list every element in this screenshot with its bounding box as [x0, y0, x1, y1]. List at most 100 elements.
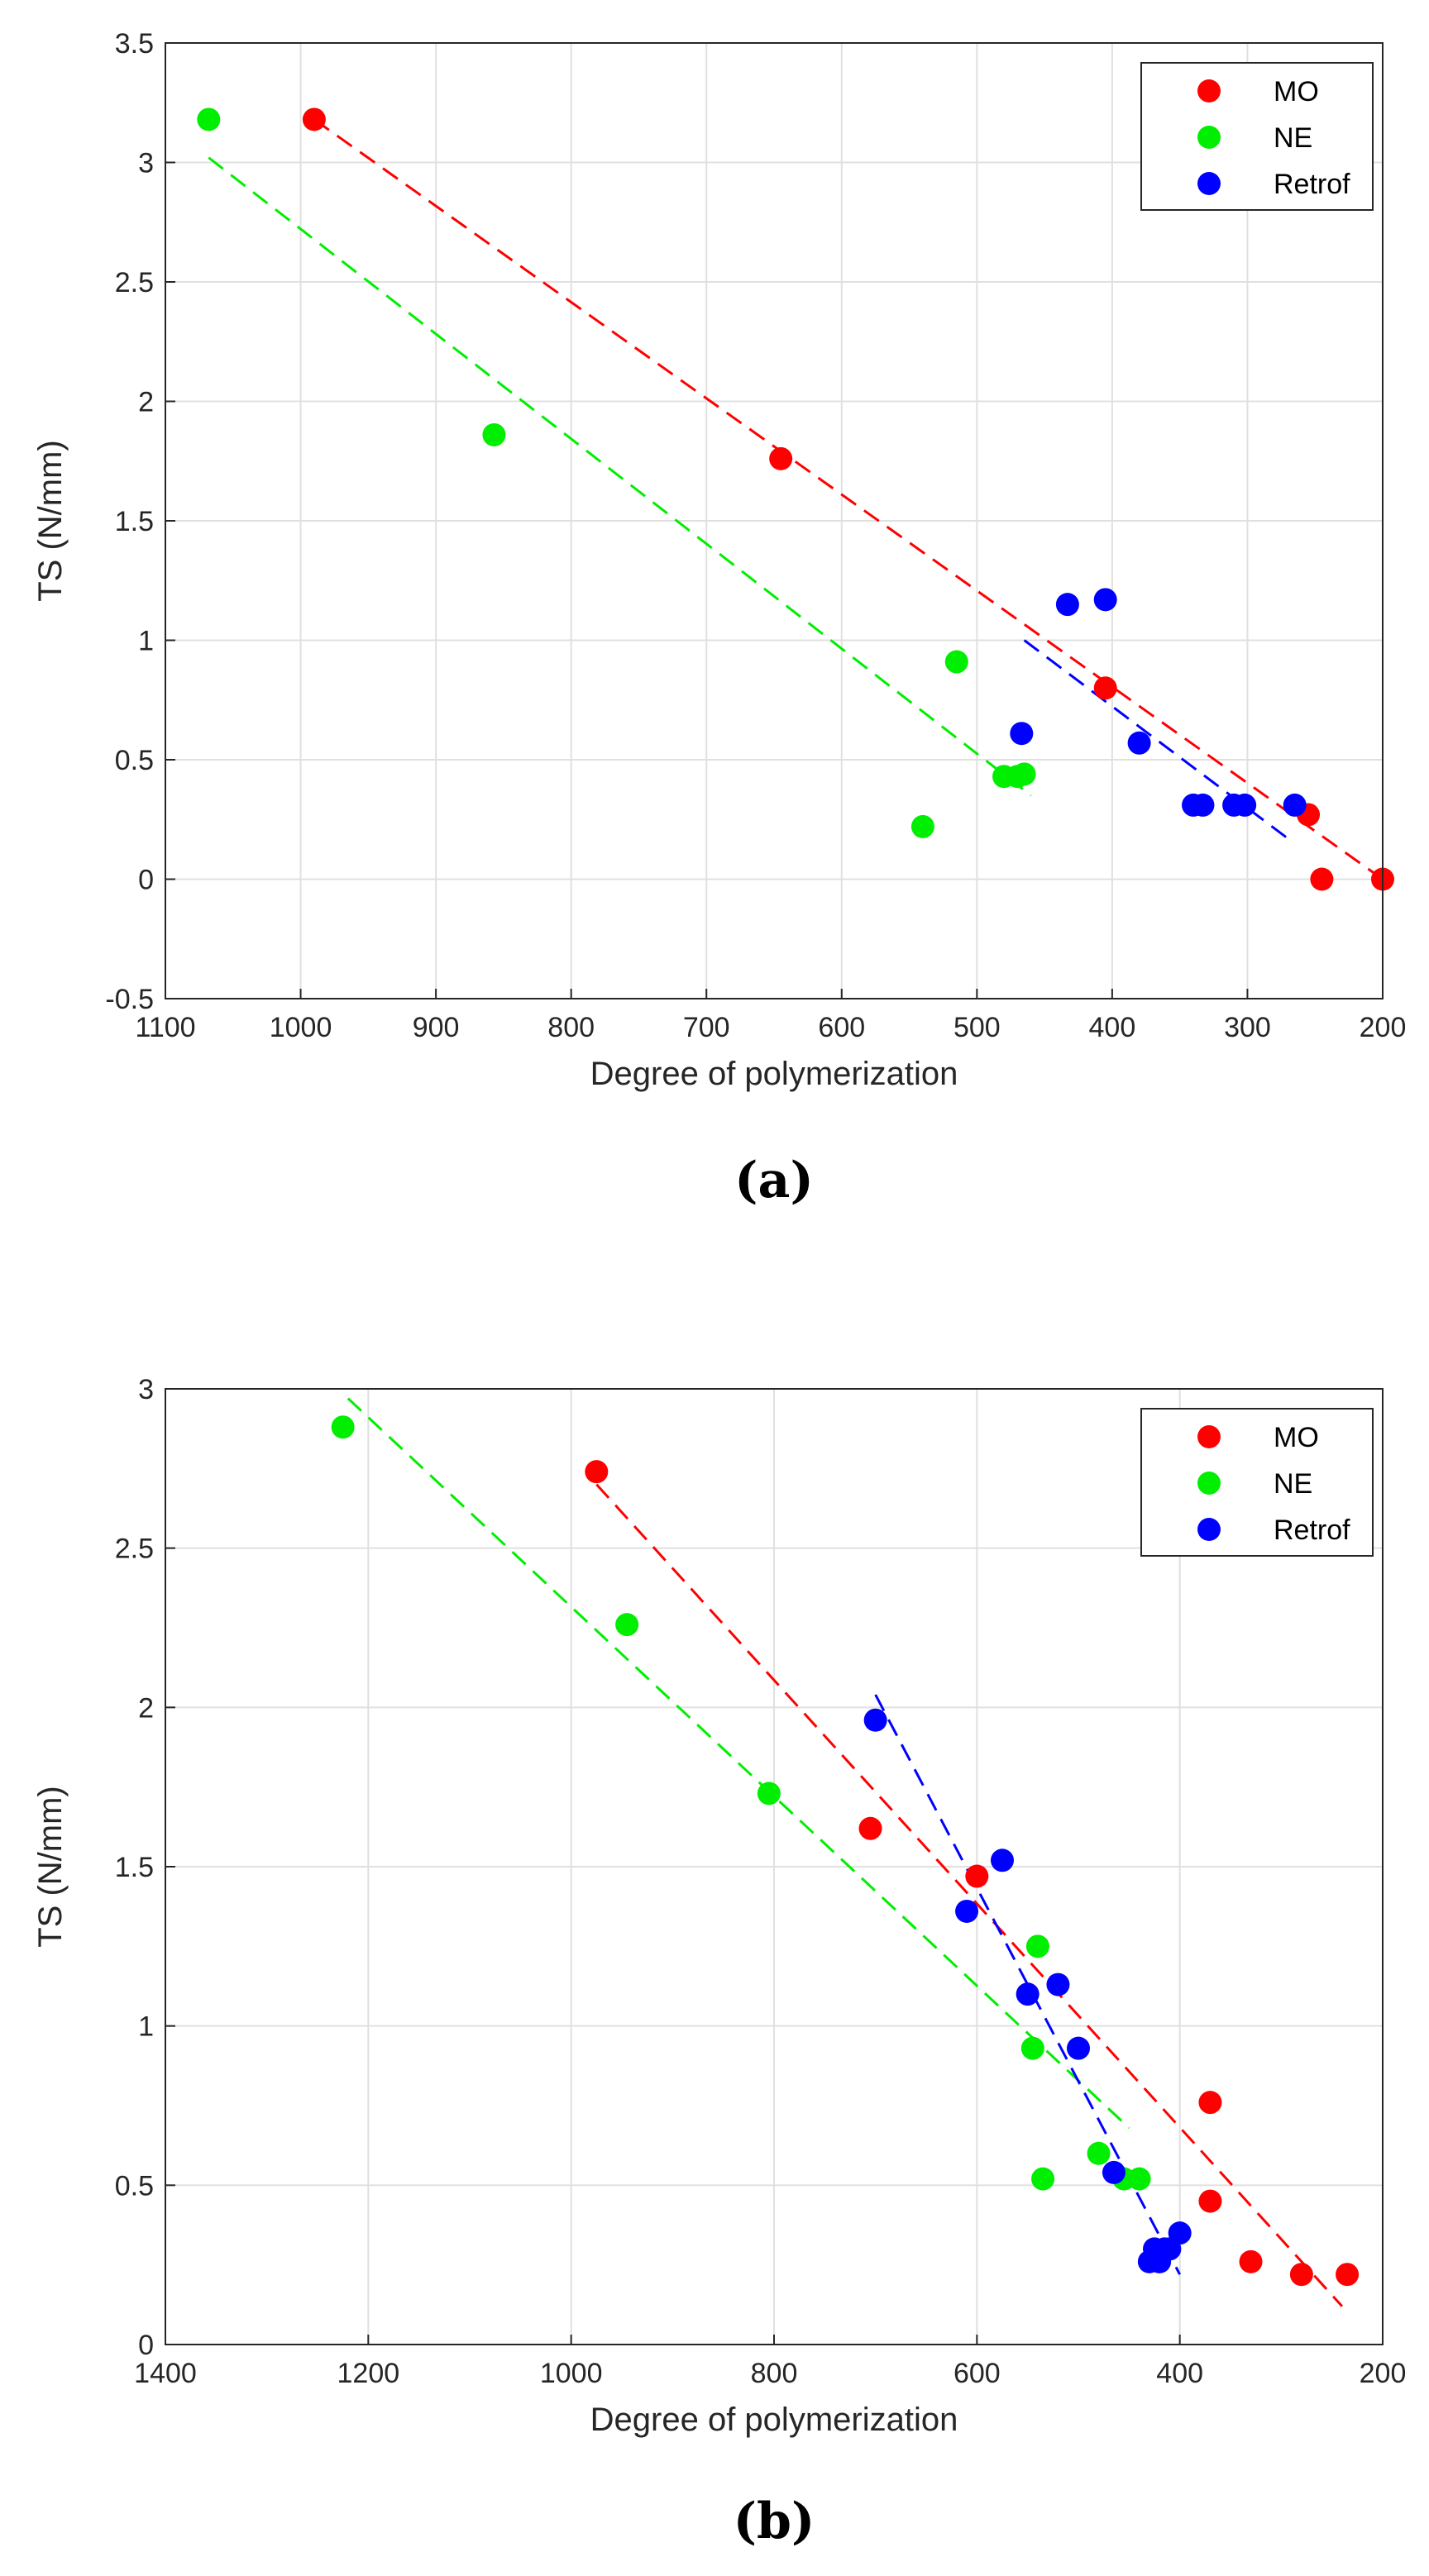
fit-line-mo [595, 1483, 1344, 2307]
y-tick-label: 3 [138, 148, 154, 179]
y-tick-label: 3 [138, 1374, 154, 1405]
data-point-retrof [863, 1708, 887, 1732]
x-tick-label: 700 [683, 1012, 730, 1043]
data-point-retrof [1168, 2221, 1192, 2245]
panel-label-a: (a) [734, 1152, 814, 1209]
data-point-retrof [1191, 793, 1215, 817]
legend-label-ne: NE [1274, 122, 1312, 154]
data-point-mo [1093, 676, 1117, 700]
legend-marker-ne [1197, 1472, 1221, 1495]
x-tick-label: 1000 [540, 2358, 603, 2389]
data-point-ne [197, 107, 221, 131]
y-tick-label: 0 [138, 865, 154, 896]
y-tick-label: 1.5 [115, 506, 154, 537]
data-point-ne [757, 1782, 781, 1806]
x-axis-label-a: Degree of polymerization [590, 1056, 958, 1092]
x-axis-label-b: Degree of polymerization [590, 2402, 958, 2438]
legend-a: MO NE Retrof [1140, 62, 1374, 211]
x-tick-label: 300 [1224, 1012, 1271, 1043]
data-point-ne [615, 1613, 639, 1637]
data-point-ne [910, 814, 934, 838]
x-tick-label: 400 [1089, 1012, 1136, 1043]
fit-line-ne [208, 156, 1032, 797]
y-tick-label: 1 [138, 626, 154, 657]
y-tick-label: 2.5 [115, 267, 154, 298]
data-point-retrof [1127, 731, 1151, 755]
data-point-retrof [1283, 793, 1307, 817]
y-axis-ticks-a: -0.5 0 0.5 1 1.5 2 2.5 3 3.5 [105, 28, 175, 1015]
x-tick-label: 1200 [337, 2358, 400, 2389]
legend-marker-retrof [1197, 172, 1221, 195]
legend-marker-mo [1197, 1425, 1221, 1448]
data-point-retrof [1046, 1973, 1070, 1996]
x-tick-label: 800 [547, 1012, 595, 1043]
y-tick-label: 0 [138, 2330, 154, 2361]
data-point-mo [769, 446, 793, 470]
y-axis-ticks-b: 0 0.5 1 1.5 2 2.5 3 [115, 1374, 175, 2361]
y-tick-label: 2.5 [115, 1534, 154, 1565]
data-point-mo [1289, 2263, 1313, 2287]
x-tick-label: 600 [953, 2358, 1001, 2389]
fit-lines-a [208, 118, 1384, 880]
data-point-retrof [1233, 793, 1257, 817]
legend-label-ne: NE [1274, 1468, 1312, 1500]
data-point-retrof [1016, 1982, 1039, 2006]
x-tick-label: 1400 [134, 2358, 197, 2389]
panel-label-b: (b) [734, 2493, 815, 2550]
data-point-mo [585, 1460, 609, 1484]
data-point-mo [1198, 2091, 1222, 2115]
x-tick-label: 900 [413, 1012, 460, 1043]
x-tick-label: 1000 [270, 1012, 332, 1043]
data-point-mo [1198, 2189, 1222, 2213]
x-tick-label: 400 [1156, 2358, 1203, 2389]
y-tick-label: 2 [138, 387, 154, 418]
data-point-ne [331, 1415, 355, 1439]
data-point-retrof [1055, 593, 1079, 617]
data-point-ne [1012, 762, 1036, 786]
x-tick-label: 800 [751, 2358, 798, 2389]
legend-b: MO NE Retrof [1140, 1408, 1374, 1557]
legend-marker-mo [1197, 79, 1221, 103]
data-point-mo [965, 1864, 989, 1888]
y-tick-label: -0.5 [105, 984, 154, 1015]
x-tick-label: 200 [1360, 1012, 1407, 1043]
y-axis-label-b: TS (N/mm) [32, 1786, 69, 1948]
fit-line-ne [346, 1397, 1130, 2130]
data-point-ne [1025, 1934, 1049, 1958]
x-axis-ticks-b: 1400 1200 1000 800 600 400 200 [134, 2335, 1406, 2389]
y-tick-label: 1 [138, 2011, 154, 2043]
data-point-ne [482, 422, 506, 446]
data-point-retrof [1067, 2036, 1090, 2060]
legend-label-mo: MO [1274, 1422, 1319, 1453]
legend-box [1140, 62, 1374, 211]
y-tick-label: 1.5 [115, 1852, 154, 1883]
y-axis-label-a: TS (N/mm) [32, 440, 69, 602]
legend-box [1140, 1408, 1374, 1557]
data-point-retrof [1010, 722, 1034, 746]
data-point-ne [944, 650, 968, 674]
data-point-ne [1031, 2167, 1055, 2191]
legend-marker-ne [1197, 126, 1221, 149]
y-tick-label: 0.5 [115, 2170, 154, 2202]
legend-marker-retrof [1197, 1518, 1221, 1541]
x-tick-label: 600 [818, 1012, 865, 1043]
y-tick-label: 3.5 [115, 28, 154, 60]
fit-line-mo [313, 118, 1384, 880]
y-tick-label: 2 [138, 1692, 154, 1724]
data-point-mo [302, 107, 326, 131]
x-tick-label: 1100 [135, 1012, 195, 1043]
data-point-retrof [1093, 588, 1117, 612]
data-point-retrof [1102, 2160, 1126, 2184]
data-point-ne [1020, 2036, 1044, 2060]
data-point-mo [1336, 2263, 1360, 2287]
data-point-mo [858, 1816, 882, 1840]
y-tick-label: 0.5 [115, 745, 154, 776]
x-tick-label: 500 [953, 1012, 1001, 1043]
data-point-mo [1310, 867, 1334, 891]
data-point-ne [1127, 2167, 1151, 2191]
data-points-b [331, 1415, 1360, 2287]
legend-label-retrof: Retrof [1274, 1515, 1350, 1546]
data-point-retrof [991, 1849, 1014, 1872]
chart-b: 1400 1200 1000 800 600 400 200 0 0.5 1 1.5 2 2.5 3 D… [32, 1374, 1406, 2550]
